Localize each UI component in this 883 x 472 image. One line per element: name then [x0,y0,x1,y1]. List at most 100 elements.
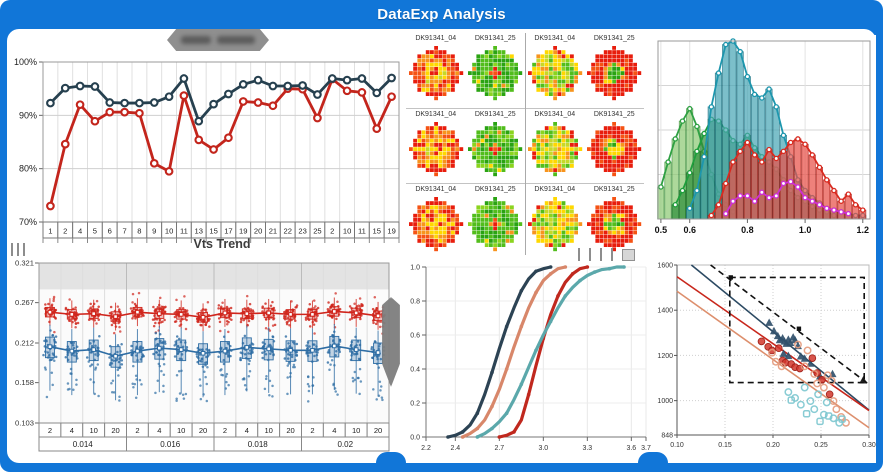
svg-text:80%: 80% [19,164,37,174]
svg-text:3.6: 3.6 [626,445,636,452]
svg-text:4: 4 [332,426,336,435]
svg-text:1600: 1600 [657,263,673,270]
svg-text:0.321: 0.321 [15,259,34,268]
wafer-map-cell[interactable]: DK91341_04 [406,183,466,259]
wafer-map-cell[interactable]: DK91341_25 [466,33,526,108]
vts-trend-chart[interactable]: 0.321 0.267 0.212 0.158 0.103 2 4 10 20 2 4 10 20 2 4 1… [13,251,393,457]
distribution-histogram-chart[interactable]: 0.5 0.6 0.8 1.0 1.2 [648,35,876,249]
svg-text:1.0: 1.0 [799,225,812,235]
frame-bump [376,452,406,463]
wafer-label: DK91341_04 [534,110,576,118]
svg-text:17: 17 [224,227,232,236]
wafer-label: DK91341_04 [415,186,457,194]
svg-text:0.25: 0.25 [814,442,828,449]
wafer-label: DK91341_25 [593,35,635,42]
svg-text:3.0: 3.0 [538,445,548,452]
svg-text:10: 10 [177,426,185,435]
svg-text:9: 9 [152,227,156,236]
svg-text:11: 11 [358,227,366,236]
wafer-map-cell[interactable]: DK91341_04 [406,33,466,108]
wafer-map-cell[interactable]: DK91341_04 [406,107,466,184]
svg-text:2.7: 2.7 [494,445,504,452]
svg-text:1400: 1400 [657,308,673,315]
wafer-label: DK91341_25 [593,186,635,194]
svg-text:13: 13 [195,227,203,236]
wafer-map-cell[interactable]: DK91341_25 [584,183,644,259]
svg-text:0.014: 0.014 [73,440,94,449]
svg-text:6: 6 [108,227,112,236]
svg-text:15: 15 [373,227,381,236]
redacted-title-badge [167,29,269,51]
wafer-map-grid: DK91341_04 DK91341_25 DK91341_04 DK91341_25… [406,33,644,259]
frame-bump [638,452,668,463]
svg-text:5: 5 [93,227,97,236]
svg-text:4: 4 [70,426,74,435]
svg-text:2.2: 2.2 [421,445,431,452]
toolbar-marks-icon [578,248,635,261]
svg-text:0.02: 0.02 [337,440,353,449]
svg-text:10: 10 [89,426,97,435]
svg-text:25: 25 [313,227,321,236]
svg-text:2: 2 [63,227,67,236]
svg-text:0.4: 0.4 [410,367,420,374]
svg-text:21: 21 [269,227,277,236]
svg-text:11: 11 [180,227,188,236]
wafer-map-cell[interactable]: DK91341_25 [465,107,525,184]
svg-text:20: 20 [254,227,262,236]
scroll-arrow-icon[interactable] [382,297,400,387]
svg-text:0.30: 0.30 [862,442,876,449]
app-title: DataExp Analysis [377,6,506,23]
svg-text:3.7: 3.7 [641,445,651,452]
scatter-chart[interactable]: 848 1000 1200 1400 1600 0.10 0.15 0.20 0.25 0.30 [653,255,876,463]
svg-text:20: 20 [199,426,207,435]
svg-text:3.3: 3.3 [582,445,592,452]
svg-text:0.15: 0.15 [718,442,732,449]
svg-text:0.20: 0.20 [766,442,780,449]
wafer-label: DK91341_25 [474,35,516,42]
svg-text:0.5: 0.5 [655,225,668,235]
wafer-map-cell[interactable]: DK91341_25 [465,183,525,259]
cdf-chart[interactable]: 0.0 0.2 0.4 0.6 0.8 1.0 2.2 2.4 2.7 3.0 3.3 3.6 3.7 [400,255,654,463]
svg-text:1.2: 1.2 [857,225,870,235]
wafer-label: DK91341_25 [593,110,635,118]
svg-text:22: 22 [284,227,292,236]
svg-text:10: 10 [165,227,173,236]
svg-text:2: 2 [48,426,52,435]
yield-trend-chart[interactable]: 100% 90% 80% 70% 1 2 4 5 6 7 8 9 10 11 13 15 17 19 20 21 22 2… [13,35,405,247]
svg-text:0.158: 0.158 [15,378,34,387]
svg-text:2.4: 2.4 [450,445,460,452]
wafer-label: DK91341_04 [534,35,576,42]
wafer-map-panel[interactable]: DK91341_04 DK91341_25 DK91341_04 DK91341_25… [406,33,644,259]
wafer-map-cell[interactable]: DK91341_04 [525,183,585,259]
wafer-map-cell[interactable]: DK91341_25 [585,33,645,108]
wafer-label: DK91341_25 [474,110,516,118]
svg-text:10: 10 [352,426,360,435]
svg-text:0.018: 0.018 [248,440,269,449]
svg-text:10: 10 [264,426,272,435]
svg-text:0.6: 0.6 [683,225,696,235]
wafer-map-cell[interactable]: DK91341_25 [584,107,644,184]
svg-text:0.212: 0.212 [15,339,34,348]
wafer-label: DK91341_04 [415,35,457,42]
svg-text:2: 2 [310,426,314,435]
svg-text:0.8: 0.8 [741,225,754,235]
scroll-marks-icon [11,243,25,256]
svg-text:2: 2 [135,426,139,435]
svg-text:1000: 1000 [657,398,673,405]
svg-text:0.6: 0.6 [410,333,420,340]
svg-text:100%: 100% [14,57,37,67]
svg-text:0.8: 0.8 [410,299,420,306]
svg-text:1200: 1200 [657,353,673,360]
wafer-map-cell[interactable]: DK91341_04 [525,33,585,108]
svg-text:0.016: 0.016 [160,440,181,449]
wafer-label: DK91341_04 [415,110,457,118]
svg-text:0.103: 0.103 [15,419,34,428]
svg-text:0.0: 0.0 [410,435,420,442]
wafer-map-cell[interactable]: DK91341_04 [525,107,585,184]
svg-text:4: 4 [245,426,249,435]
title-bar: DataExp Analysis [0,0,883,29]
svg-text:20: 20 [286,426,294,435]
svg-text:4: 4 [157,426,161,435]
